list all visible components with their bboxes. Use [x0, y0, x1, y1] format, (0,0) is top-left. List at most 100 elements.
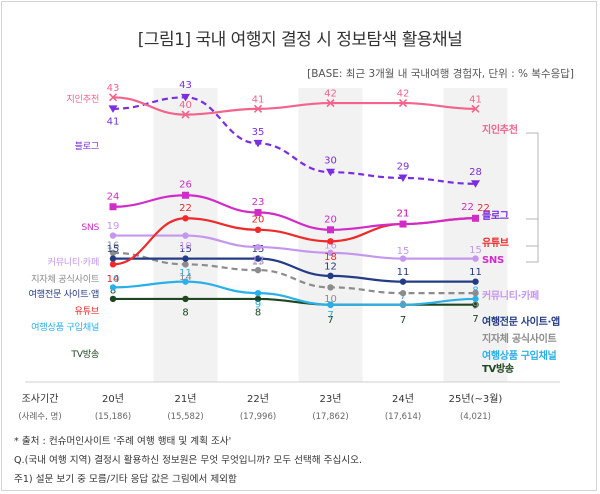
series-8-left-label: TV방송: [70, 349, 99, 360]
series-2-marker-3: [327, 226, 334, 234]
series-4-value-2: 17: [252, 256, 265, 267]
series-0-marker-4: [398, 99, 408, 108]
series-6-value-1: 14: [179, 272, 192, 283]
series-5-marker-1: [182, 255, 189, 262]
series-1-marker-4: [398, 174, 408, 182]
series-1-marker-1: [181, 93, 190, 102]
series-2-marker-4: [399, 220, 407, 228]
series-6-right-label: 지자체 공식사이트: [482, 332, 556, 345]
series-0-marker-3: [326, 99, 335, 108]
series-7-value-4: 7: [400, 291, 406, 302]
series-1-value-2: 35: [252, 127, 265, 138]
series-8-marker-1: [182, 295, 189, 303]
series-0-value-3: 42: [324, 89, 337, 100]
series-3-value-1: 22: [179, 203, 192, 214]
series-4-marker-1: [182, 232, 189, 239]
series-5-value-0: 15: [107, 244, 120, 255]
series-5-left-label: 여행전문 사이트·앱: [29, 288, 99, 300]
series-1-value-5: 28: [469, 167, 482, 178]
series-3-value-3: 18: [324, 252, 337, 263]
series-7-marker-3: [327, 301, 334, 308]
series-7-left-label: 여행상품 구입채널: [31, 321, 99, 333]
x-tick-label-2: 22년: [247, 393, 269, 405]
series-4-marker-0: [109, 232, 117, 239]
series-7-marker-4: [399, 301, 407, 308]
series-6-marker-4: [399, 289, 407, 297]
series-0-right-label: 지인추천: [482, 123, 518, 136]
base-note: [BASE: 최근 3개월 내 국내여행 경험자, 단위 : % 복수응답]: [307, 68, 574, 80]
series-8-right-label: TV방송: [482, 362, 514, 375]
series-4-marker-2: [254, 243, 262, 251]
series-3-marker-3: [327, 238, 334, 245]
series-7-marker-1: [182, 278, 189, 285]
footnote-question: Q.(국내 여행 지역) 결정시 활용하신 정보원은 무엇 무엇입니까? 모두 …: [14, 455, 362, 466]
series-2-value-5: 22: [461, 202, 474, 213]
sample-size-5: (4,021): [460, 412, 491, 422]
series-5-marker-4: [399, 278, 407, 285]
series-4-value-1: 19: [179, 241, 192, 252]
series-3-value-4: 21: [397, 209, 410, 220]
series-6-value-4: 9: [400, 300, 406, 311]
series-6-marker-3: [327, 284, 334, 291]
series-8-value-1: 8: [182, 307, 188, 318]
sample-size-1: (15,582): [167, 412, 203, 422]
series-5-line: [112, 257, 476, 283]
series-1-value-3: 30: [324, 156, 337, 167]
series-6-value-5: 9: [472, 301, 478, 312]
series-0-value-5: 41: [469, 94, 482, 105]
series-6-marker-1: [182, 261, 189, 268]
series-3-value-0: 14: [107, 274, 120, 285]
x-tick-label-4: 24년: [392, 393, 414, 405]
series-2-value-0: 24: [107, 191, 120, 202]
x-tick-label-5: 25년(~3월): [449, 393, 503, 405]
series-4-value-4: 15: [397, 246, 410, 257]
series-1-value-1: 43: [179, 80, 192, 91]
series-2-marker-0: [109, 203, 117, 211]
series-0-marker-5: [471, 104, 480, 113]
series-4-left-label: 커뮤니티·카페: [47, 257, 99, 268]
series-6-marker-0: [109, 249, 117, 257]
series-3-value-2: 20: [252, 214, 265, 225]
series-1-marker-0: [108, 105, 118, 113]
series-2-value-3: 20: [324, 214, 337, 225]
series-7-line: [112, 280, 476, 306]
series-0-value-0: 43: [107, 83, 120, 94]
sample-size-2: (17,996): [240, 412, 276, 422]
series-7-value-1: 11: [179, 268, 192, 279]
series-0-value-4: 42: [397, 89, 410, 100]
shaded-column-5: [443, 88, 508, 382]
chart-title: [그림1] 국내 여행지 결정 시 정보탐색 활용채널: [137, 30, 463, 50]
series-8-value-3: 7: [327, 315, 333, 326]
series-2-value-4: 21: [397, 209, 410, 220]
series-6-line: [112, 251, 476, 295]
series-1-line: [112, 96, 476, 185]
series-0-left-label: 지인추천: [66, 94, 99, 105]
series-2-marker-1: [182, 191, 189, 199]
series-0-marker-0: [108, 93, 118, 102]
shaded-column-3: [298, 88, 363, 382]
series-3-value-5: 22: [477, 203, 490, 214]
series-0-value-1: 40: [179, 100, 192, 111]
series-5-marker-3: [327, 272, 334, 280]
series-1-right-label: 블로그: [482, 210, 509, 222]
series-2-value-2: 23: [252, 197, 265, 208]
series-1-left-label: 블로그: [75, 141, 99, 152]
series-4-marker-4: [399, 255, 407, 262]
x-tick-label-3: 23년: [320, 393, 342, 405]
series-0-marker-1: [181, 110, 190, 119]
series-3-marker-0: [109, 261, 117, 268]
series-3-marker-1: [182, 215, 189, 222]
series-7-marker-2: [254, 289, 262, 297]
series-bracket: [526, 132, 539, 263]
series-7-value-0: 10: [107, 274, 120, 285]
series-2-marker-2: [254, 209, 262, 217]
sample-size-3: (17,862): [312, 412, 348, 422]
series-5-marker-0: [109, 255, 117, 262]
series-2-line: [112, 194, 476, 231]
series-5-value-4: 11: [397, 267, 410, 278]
sample-size-label: (사례수, 명): [18, 411, 61, 422]
series-5-value-3: 12: [324, 261, 337, 272]
series-4-marker-5: [472, 255, 479, 262]
series-1-marker-5: [471, 180, 480, 188]
series-8-value-0: 8: [110, 285, 116, 296]
